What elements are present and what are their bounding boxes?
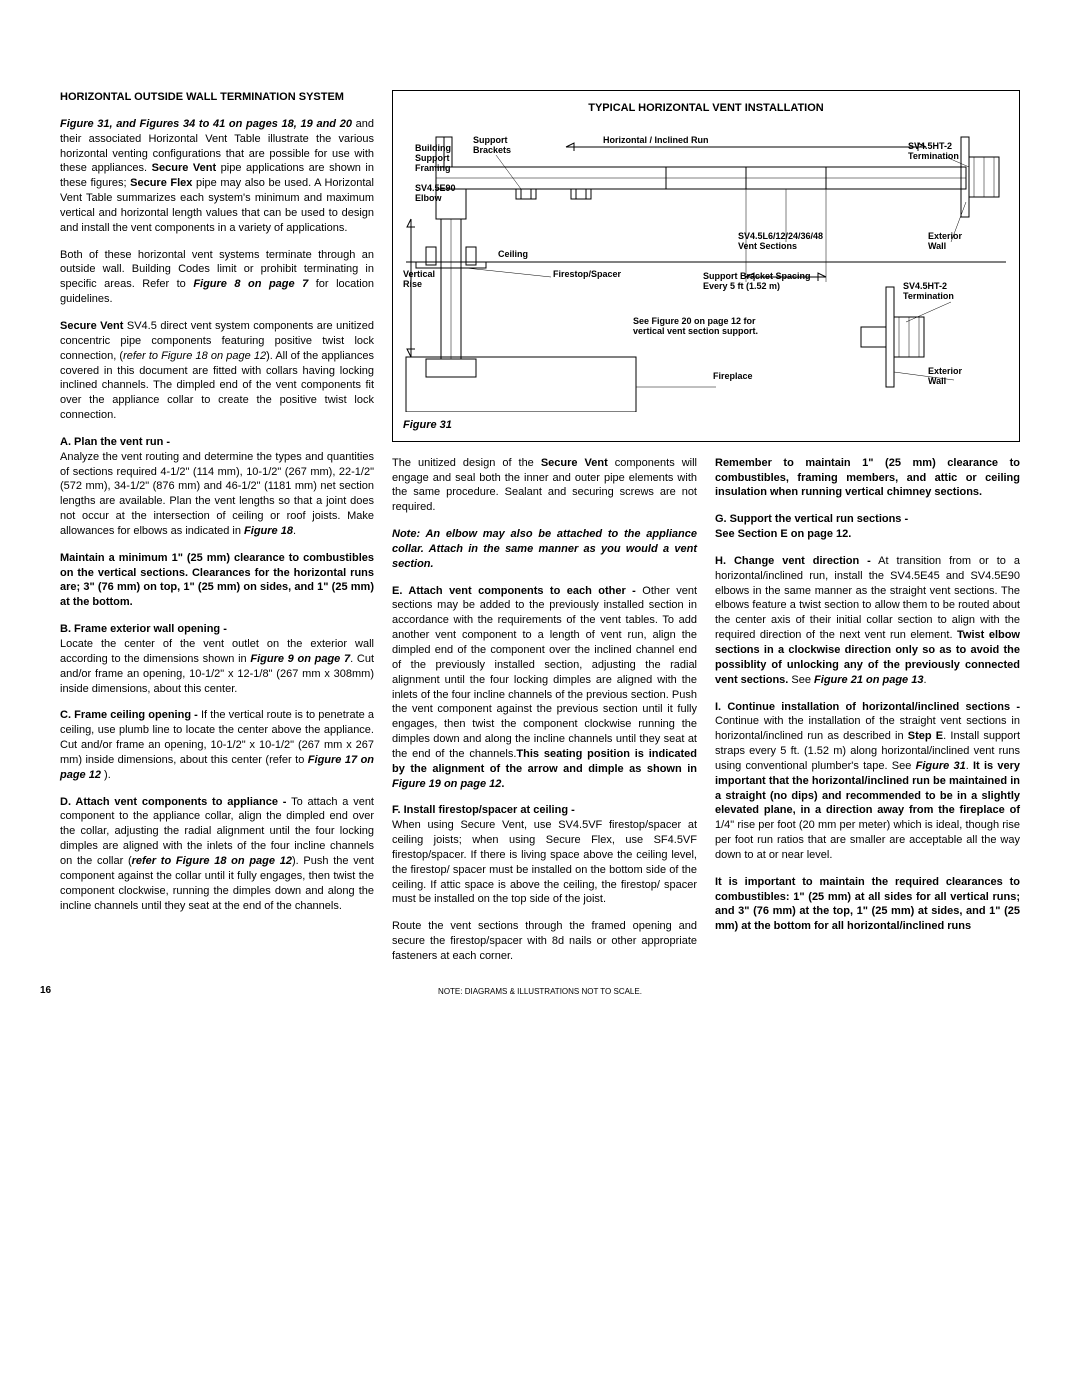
para-unitized: The unitized design of the Secure Vent c… [392,456,697,515]
figure-title: TYPICAL HORIZONTAL VENT INSTALLATION [403,101,1009,116]
lbl-support-brackets: SupportBrackets [473,136,511,156]
sub-cols: The unitized design of the Secure Vent c… [392,456,1020,976]
para-e-attach: E. Attach vent components to each other … [392,584,697,792]
para-secure-vent: Secure Vent SV4.5 direct vent system com… [60,319,374,423]
lbl-ext-wall-bot: ExteriorWall [928,367,962,387]
para-route-sections: Route the vent sections through the fram… [392,919,697,964]
lbl-elbow: SV4.5E90Elbow [415,184,456,204]
diagram: BuildingSupportFraming SupportBrackets H… [403,122,1009,412]
lbl-bracket-spacing: Support Bracket SpacingEvery 5 ft (1.52 … [703,272,811,292]
para-d-attach: D. Attach vent components to appliance -… [60,795,374,914]
col-2: The unitized design of the Secure Vent c… [392,456,697,976]
col-3: Remember to maintain 1" (25 mm) clearanc… [715,456,1020,976]
figure-caption: Figure 31 [403,418,1009,433]
lbl-vent-sections: SV4.5L6/12/24/36/48Vent Sections [738,232,823,252]
heading-g-support: G. Support the vertical run sections -Se… [715,512,1020,542]
lbl-sv45ht2-bot: SV4.5HT-2Termination [903,282,954,302]
lbl-sv45ht2-top: SV4.5HT-2Termination [908,142,959,162]
lbl-vertical-rise: VerticalRise [403,270,435,290]
lbl-see-fig20: See Figure 20 on page 12 forvertical ven… [633,317,758,337]
heading-f-firestop: F. Install firestop/spacer at ceiling -W… [392,803,697,907]
footer-note: NOTE: DIAGRAMS & ILLUSTRATIONS NOT TO SC… [0,987,1080,998]
lbl-ext-wall-top: ExteriorWall [928,232,962,252]
lbl-firestop: Firestop/Spacer [553,270,621,280]
col-right-wrap: TYPICAL HORIZONTAL VENT INSTALLATION [392,90,1020,976]
heading-b-frame: B. Frame exterior wall opening -Locate t… [60,622,374,696]
para-clearance: Maintain a minimum 1" (25 mm) clearance … [60,551,374,610]
para-i-continue: I. Continue installation of horizontal/i… [715,700,1020,863]
col-1: HORIZONTAL OUTSIDE WALL TERMINATION SYST… [60,90,374,976]
para-codes: Both of these horizontal vent systems te… [60,248,374,307]
para-h-change-dir: H. Change vent direction - At transition… [715,554,1020,688]
diagram-svg [403,122,1009,412]
para-intro: Figure 31, and Figures 34 to 41 on pages… [60,117,374,236]
heading-termination-system: HORIZONTAL OUTSIDE WALL TERMINATION SYST… [60,90,374,105]
para-remember-clearance: Remember to maintain 1" (25 mm) clearanc… [715,456,1020,501]
para-important-clearances: It is important to maintain the required… [715,875,1020,934]
lbl-building-support: BuildingSupportFraming [415,144,451,174]
para-note-elbow: Note: An elbow may also be attached to t… [392,527,697,572]
lbl-horiz-run: Horizontal / Inclined Run [603,136,709,146]
lbl-fireplace: Fireplace [713,372,753,382]
heading-a-plan: A. Plan the vent run -Analyze the vent r… [60,435,374,539]
figure-31: TYPICAL HORIZONTAL VENT INSTALLATION [392,90,1020,442]
para-c-frame-ceiling: C. Frame ceiling opening - If the vertic… [60,708,374,782]
text-columns: HORIZONTAL OUTSIDE WALL TERMINATION SYST… [60,90,1020,976]
page: HORIZONTAL OUTSIDE WALL TERMINATION SYST… [0,0,1080,1016]
lbl-ceiling: Ceiling [498,250,528,260]
